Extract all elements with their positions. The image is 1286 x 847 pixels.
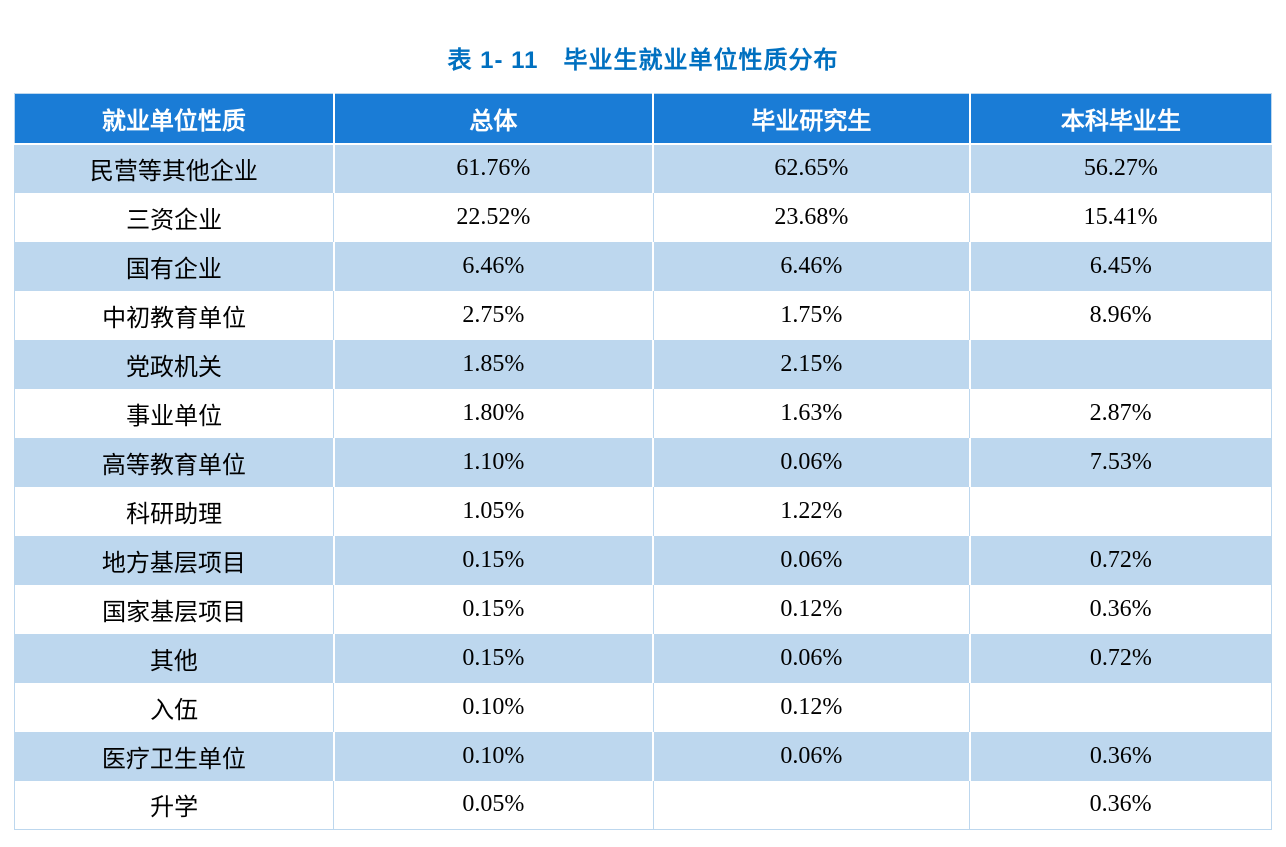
value-cell: 61.76% bbox=[332, 143, 654, 193]
value-cell bbox=[969, 486, 1272, 536]
value-cell: 1.80% bbox=[333, 388, 654, 438]
table-row: 入伍 0.10% 0.12% bbox=[14, 682, 1272, 732]
row-label: 三资企业 bbox=[14, 192, 334, 242]
table-row: 中初教育单位 2.75% 1.75% 8.96% bbox=[14, 290, 1272, 340]
table-row: 三资企业 22.52% 23.68% 15.41% bbox=[14, 192, 1272, 242]
value-cell: 0.10% bbox=[333, 682, 654, 732]
table-header-row: 就业单位性质 总体 毕业研究生 本科毕业生 bbox=[14, 93, 1272, 145]
row-label: 高等教育单位 bbox=[14, 437, 334, 487]
table-row: 事业单位 1.80% 1.63% 2.87% bbox=[14, 388, 1272, 438]
value-cell: 23.68% bbox=[652, 192, 970, 242]
row-label: 医疗卫生单位 bbox=[14, 731, 334, 781]
value-cell: 1.85% bbox=[332, 339, 654, 389]
value-cell: 0.06% bbox=[652, 633, 970, 683]
row-label: 其他 bbox=[14, 633, 334, 683]
value-cell: 62.65% bbox=[652, 143, 970, 193]
row-label: 中初教育单位 bbox=[14, 290, 334, 340]
value-cell: 0.06% bbox=[652, 437, 970, 487]
value-cell: 0.72% bbox=[968, 535, 1272, 585]
row-label: 事业单位 bbox=[14, 388, 334, 438]
table-body: 民营等其他企业 61.76% 62.65% 56.27% 三资企业 22.52% 23.68… bbox=[14, 143, 1272, 830]
value-cell: 2.15% bbox=[652, 339, 970, 389]
table-row: 高等教育单位 1.10% 0.06% 7.53% bbox=[14, 437, 1272, 487]
value-cell: 0.36% bbox=[969, 780, 1272, 830]
value-cell: 56.27% bbox=[968, 143, 1272, 193]
value-cell: 0.12% bbox=[652, 682, 970, 732]
value-cell: 0.72% bbox=[968, 633, 1272, 683]
table-row: 地方基层项目 0.15% 0.06% 0.72% bbox=[14, 535, 1272, 585]
value-cell: 8.96% bbox=[969, 290, 1272, 340]
table-title: 表 1- 11 毕业生就业单位性质分布 bbox=[447, 47, 839, 74]
value-cell: 0.15% bbox=[332, 633, 654, 683]
value-cell: 1.22% bbox=[652, 486, 970, 536]
column-header-overall: 总体 bbox=[332, 93, 654, 145]
value-cell: 0.05% bbox=[333, 780, 654, 830]
value-cell: 0.15% bbox=[333, 584, 654, 634]
table-row: 国有企业 6.46% 6.46% 6.45% bbox=[14, 241, 1272, 291]
value-cell: 1.05% bbox=[333, 486, 654, 536]
value-cell: 0.15% bbox=[332, 535, 654, 585]
value-cell: 0.10% bbox=[332, 731, 654, 781]
value-cell: 0.12% bbox=[652, 584, 970, 634]
row-label: 科研助理 bbox=[14, 486, 334, 536]
value-cell: 6.46% bbox=[332, 241, 654, 291]
row-label: 地方基层项目 bbox=[14, 535, 334, 585]
value-cell bbox=[969, 682, 1272, 732]
row-label: 升学 bbox=[14, 780, 334, 830]
column-header-graduate: 毕业研究生 bbox=[652, 93, 970, 145]
table-row: 医疗卫生单位 0.10% 0.06% 0.36% bbox=[14, 731, 1272, 781]
value-cell: 22.52% bbox=[333, 192, 654, 242]
value-cell: 1.63% bbox=[652, 388, 970, 438]
employment-distribution-table: 就业单位性质 总体 毕业研究生 本科毕业生 民营等其他企业 61.76% 62.65… bbox=[14, 93, 1272, 830]
row-label: 民营等其他企业 bbox=[14, 143, 334, 193]
value-cell: 1.75% bbox=[652, 290, 970, 340]
value-cell: 2.75% bbox=[333, 290, 654, 340]
value-cell: 1.10% bbox=[332, 437, 654, 487]
row-label: 党政机关 bbox=[14, 339, 334, 389]
table-row: 民营等其他企业 61.76% 62.65% 56.27% bbox=[14, 143, 1272, 193]
value-cell: 7.53% bbox=[968, 437, 1272, 487]
value-cell: 0.36% bbox=[968, 731, 1272, 781]
value-cell: 6.45% bbox=[968, 241, 1272, 291]
row-label: 国有企业 bbox=[14, 241, 334, 291]
table-row: 科研助理 1.05% 1.22% bbox=[14, 486, 1272, 536]
table-row: 升学 0.05% 0.36% bbox=[14, 780, 1272, 830]
value-cell: 0.36% bbox=[969, 584, 1272, 634]
value-cell: 2.87% bbox=[969, 388, 1272, 438]
column-header-unit-nature: 就业单位性质 bbox=[14, 93, 334, 145]
value-cell: 0.06% bbox=[652, 731, 970, 781]
table-row: 党政机关 1.85% 2.15% bbox=[14, 339, 1272, 389]
table-row: 国家基层项目 0.15% 0.12% 0.36% bbox=[14, 584, 1272, 634]
value-cell bbox=[652, 780, 970, 830]
row-label: 入伍 bbox=[14, 682, 334, 732]
value-cell bbox=[968, 339, 1272, 389]
value-cell: 15.41% bbox=[969, 192, 1272, 242]
value-cell: 6.46% bbox=[652, 241, 970, 291]
value-cell: 0.06% bbox=[652, 535, 970, 585]
table-row: 其他 0.15% 0.06% 0.72% bbox=[14, 633, 1272, 683]
column-header-undergraduate: 本科毕业生 bbox=[968, 93, 1272, 145]
row-label: 国家基层项目 bbox=[14, 584, 334, 634]
